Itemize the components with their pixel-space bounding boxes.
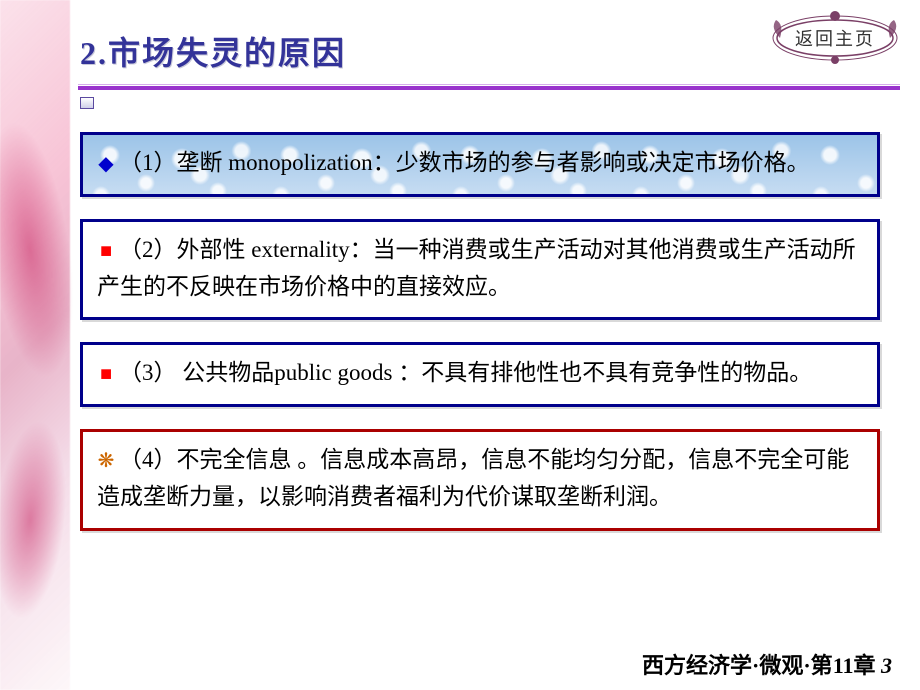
animation-placeholder-icon [80,97,94,109]
box-monopoly: ◆（1）垄断 monopolization：少数市场的参与者影响或决定市场价格。 [80,132,880,197]
slide-footer: 西方经济学·微观·第11章 3 [642,648,892,680]
box-text: （1）垄断 monopolization：少数市场的参与者影响或决定市场价格。 [119,150,810,175]
title-underline [78,84,900,90]
footer-chapter-suffix: 章 [853,653,875,678]
box-externality: ■（2）外部性 externality：当一种消费或生产活动对其他消费或生产活动… [80,219,880,321]
slide-title: 2.市场失灵的原因 [80,28,880,74]
home-badge[interactable]: 返回主页 [770,8,900,68]
box-text: （3） 公共物品public goods ：不具有排他性也不具有竞争性的物品。 [119,360,812,385]
badge-label: 返回主页 [795,25,875,51]
box-imperfect-info: ❋（4）不完全信息 。信息成本高昂，信息不能均匀分配，信息不完全可能造成垄断力量… [80,429,880,531]
footer-page: 3 [881,653,892,678]
asterisk-bullet-icon: ❋ [97,445,115,477]
box-text: （2）外部性 externality：当一种消费或生产活动对其他消费或生产活动所… [97,237,856,299]
box-public-goods: ■（3） 公共物品public goods ：不具有排他性也不具有竞争性的物品。 [80,342,880,407]
diamond-bullet-icon: ◆ [97,148,115,180]
footer-course: 西方经济学·微观·第 [642,653,833,678]
slide: 2.市场失灵的原因 ◆（1）垄断 monopolization：少数市场的参与者… [0,0,920,690]
box-text: （4）不完全信息 。信息成本高昂，信息不能均匀分配，信息不完全可能造成垄断力量，… [97,447,849,509]
content-list: ◆（1）垄断 monopolization：少数市场的参与者影响或决定市场价格。… [80,132,880,531]
square-bullet-icon: ■ [97,235,115,267]
footer-chapter: 11 [833,653,854,678]
square-bullet-icon: ■ [97,358,115,390]
